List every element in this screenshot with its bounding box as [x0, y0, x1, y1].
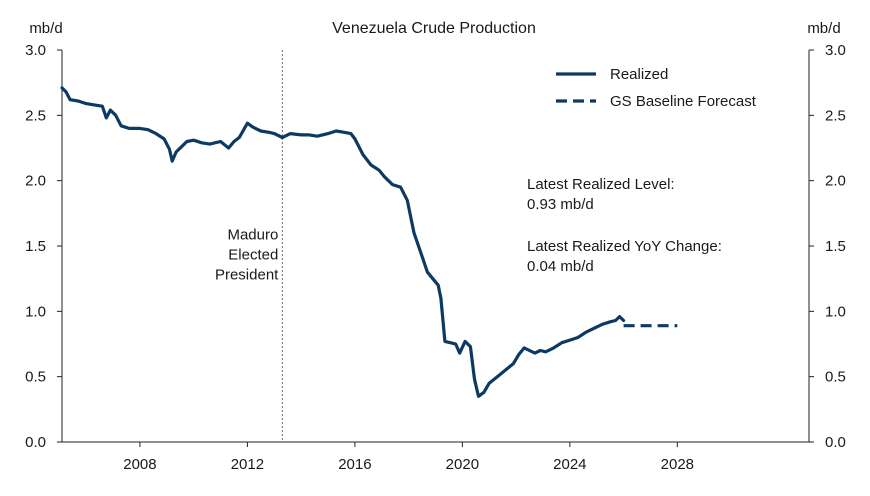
series-realized-line — [60, 86, 626, 398]
y-axis-label-right: mb/d — [807, 20, 840, 37]
event-label-line-2: Elected — [228, 246, 278, 263]
y-tick-label-right: 0.5 — [825, 369, 846, 386]
chart-title: Venezuela Crude Production — [332, 20, 536, 37]
x-tick-label: 2024 — [553, 456, 586, 473]
y-tick-label-right: 3.0 — [825, 42, 846, 59]
x-tick-label: 2028 — [661, 456, 694, 473]
y-tick-label-left: 3.0 — [25, 42, 46, 59]
y-tick-label-right: 1.5 — [825, 238, 846, 255]
legend-label-forecast: GS Baseline Forecast — [610, 93, 757, 110]
annotation-yoy-title: Latest Realized YoY Change: — [527, 238, 722, 255]
x-tick-label: 2012 — [231, 456, 264, 473]
y-tick-label-left: 2.5 — [25, 107, 46, 124]
event-label-line-1: Maduro — [227, 226, 278, 243]
y-tick-label-right: 2.5 — [825, 107, 846, 124]
y-tick-label-right: 0.0 — [825, 434, 846, 451]
x-tick-label: 2020 — [446, 456, 479, 473]
y-tick-label-left: 1.5 — [25, 238, 46, 255]
y-tick-label-right: 1.0 — [825, 303, 846, 320]
annotation-level-value: 0.93 mb/d — [527, 196, 594, 213]
ticks: 0.0 0.0 0.5 0.5 1.0 1.0 1.5 1.5 2.0 2.0 2.5 2.5 3.0 3… — [25, 42, 846, 473]
annotation-yoy-value: 0.04 mb/d — [527, 258, 594, 275]
y-tick-label-left: 1.0 — [25, 303, 46, 320]
y-tick-label-right: 2.0 — [825, 173, 846, 190]
annotation-level-title: Latest Realized Level: — [527, 176, 675, 193]
event-label-line-3: President — [215, 266, 279, 283]
legend-label-realized: Realized — [610, 66, 668, 83]
y-tick-label-left: 2.0 — [25, 173, 46, 190]
legend: Realized GS Baseline Forecast — [556, 66, 757, 110]
y-tick-label-left: 0.0 — [25, 434, 46, 451]
y-tick-label-left: 0.5 — [25, 369, 46, 386]
x-tick-label: 2008 — [123, 456, 156, 473]
x-tick-label: 2016 — [338, 456, 371, 473]
y-axis-label-left: mb/d — [29, 20, 62, 37]
